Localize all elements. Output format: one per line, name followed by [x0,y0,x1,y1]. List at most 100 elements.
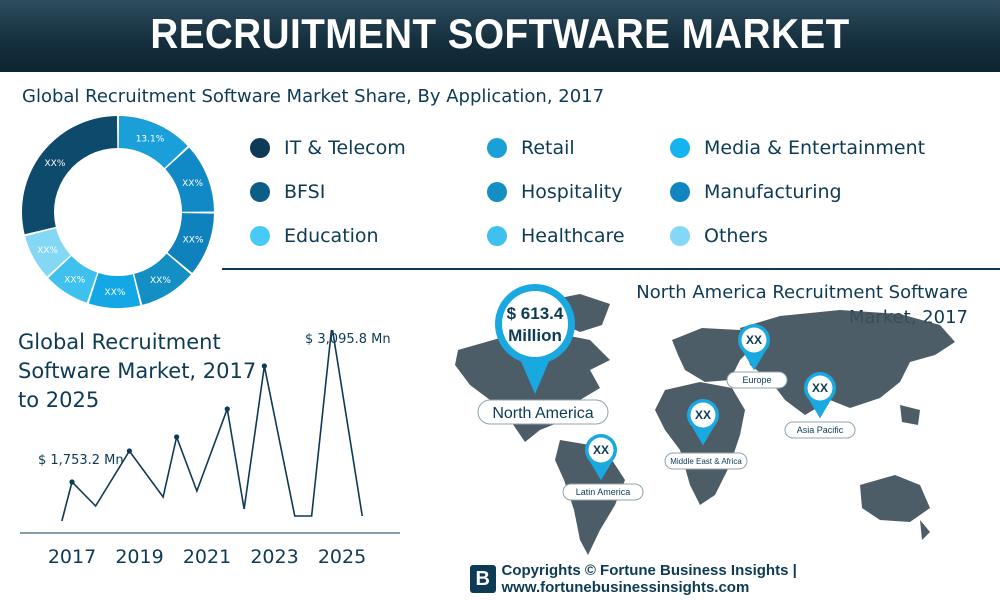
continent-shape [860,475,930,522]
legend-dot [670,182,690,202]
latin-america-pin: XX [585,434,617,481]
start-value-label: $ 1,753.2 Mn [38,453,124,468]
pin-value: XX [593,443,609,457]
latin-america-label: Latin America [576,487,631,497]
donut-chart-title: Global Recruitment Software Market Share… [22,86,605,107]
legend-label: Others [704,225,768,247]
donut-slice [118,116,188,168]
x-tick-label: 2019 [115,546,163,568]
continent-shape [740,310,955,415]
middle-east-africa-pin: XX [687,399,719,446]
legend-label: Hospitality [521,181,623,203]
line-point [126,448,132,454]
application-legend: IT & Telecom Retail Media & Entertainment B… [250,137,990,257]
latin-america-label-bg [562,483,644,501]
north-america-pin: $ 613.4 Million [495,284,575,394]
legend-dot [487,138,507,158]
legend-label: Media & Entertainment [704,137,926,159]
asia-pacific-pin: XX [804,372,836,419]
legend-dot [250,182,270,202]
legend-item-manufacturing: Manufacturing [670,181,842,203]
x-tick-label: 2021 [183,546,231,568]
continent-shape [900,405,920,425]
legend-label: Education [284,225,379,247]
pin-inner [588,437,614,463]
asia-pacific-label-bg [784,421,856,439]
pin-value: XX [695,408,711,422]
donut-slice-label: XX% [150,276,171,286]
section-divider [222,268,1000,270]
legend-dot [487,182,507,202]
fbi-logo-icon: B [470,565,496,593]
north-america-label-bg [477,399,609,425]
copyright-footer: B Copyrights © Fortune Business Insights… [470,562,1000,596]
x-tick-label: 2025 [318,546,366,568]
donut-slice-label: XX% [64,275,85,285]
legend-dot [250,226,270,246]
legend-label: Retail [521,137,575,159]
donut-slice [88,272,141,308]
na-value: $ 613.4 [507,304,564,323]
na-unit: Million [508,326,562,345]
donut-slice [48,256,98,303]
legend-item-education: Education [250,225,379,247]
donut-slice [167,213,214,273]
line-point [261,363,267,369]
legend-dot [250,138,270,158]
legend-label: Manufacturing [704,181,842,203]
legend-dot [670,226,690,246]
donut-slice-label: XX% [105,288,126,298]
middle-east-africa-label-bg [664,452,748,470]
pin-inner [690,402,716,428]
europe-label-bg [726,371,788,389]
donut-slice-label: XX% [44,159,65,169]
continent-shape [655,382,745,505]
legend-item-bfsi: BFSI [250,181,325,203]
pin-value: XX [746,333,762,347]
legend-item-media-entertainment: Media & Entertainment [670,137,925,159]
north-america-label: North America [492,405,593,422]
legend-label: Healthcare [521,225,625,247]
continent-shape [672,328,758,382]
world-map: $ 613.4 Million North America XX Europe XX Asi… [455,284,955,555]
donut-chart: 13.1% XX% XX% XX% XX% XX% XX% XX% [22,116,214,308]
legend-item-it-telecom: IT & Telecom [250,137,406,159]
donut-slice [25,228,71,277]
donut-slice-label: XX% [183,236,204,246]
page-title: RECRUITMENT SOFTWARE MARKET [150,10,850,57]
line-point [224,406,230,412]
legend-label: BFSI [284,181,326,203]
copyright-text: Copyrights © Fortune Business Insights |… [501,562,797,596]
legend-item-others: Others [670,225,768,247]
continent-shape [920,520,930,540]
end-value-label: $ 3,095.8 Mn [305,332,391,347]
x-tick-label: 2017 [48,546,96,568]
donut-slice-label: XX% [182,179,203,189]
legend-item-hospitality: Hospitality [487,181,623,203]
donut-slice [22,116,118,235]
europe-label: Europe [742,375,771,385]
market-chart-title: Global Recruitment Software Market, 2017… [18,330,257,412]
legend-item-retail: Retail [487,137,575,159]
line-point [174,434,180,440]
donut-slice [134,253,191,305]
market-line-chart: 2017 2019 2021 2023 2025 $ 1,753.2 Mn $ 3,095.… [20,330,400,568]
pin-value: XX [812,381,828,395]
donut-slice [165,147,214,212]
donut-slice-label: 13.1% [136,135,165,145]
middle-east-africa-label: Middle East & Africa [670,457,742,466]
header-banner: RECRUITMENT SOFTWARE MARKET [0,0,1000,72]
pin-inner [502,291,568,357]
line-point [69,479,75,485]
legend-label: IT & Telecom [284,137,406,159]
legend-dot [487,226,507,246]
asia-pacific-label: Asia Pacific [797,425,844,435]
europe-pin: XX [738,324,770,371]
x-tick-label: 2023 [250,546,298,568]
legend-dot [670,138,690,158]
legend-item-healthcare: Healthcare [487,225,625,247]
pin-inner [741,327,767,353]
donut-slice-label: XX% [37,246,58,256]
market-line [61,330,364,522]
pin-inner [807,375,833,401]
